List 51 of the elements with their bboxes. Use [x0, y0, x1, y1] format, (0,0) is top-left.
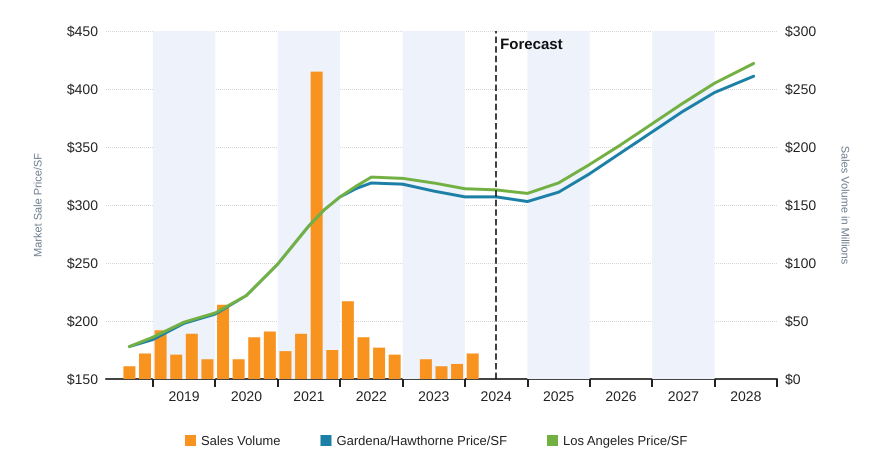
y-tick-label: $200	[66, 313, 98, 329]
y-tick-label: $450	[66, 23, 98, 39]
x-tick-label: 2024	[480, 388, 512, 404]
y2-tick-label: $150	[785, 197, 816, 213]
y-axis-title: Market Sale Price/SF	[32, 152, 44, 257]
y2-tick-label: $200	[785, 139, 816, 155]
y2-tick-label: $300	[785, 23, 816, 39]
bar	[466, 353, 479, 379]
y-tick-label: $300	[66, 197, 98, 213]
x-tick-label: 2023	[418, 388, 450, 404]
bar	[232, 359, 245, 379]
y2-tick-label: $250	[785, 81, 816, 97]
x-tick-label: 2026	[605, 388, 637, 404]
bar	[451, 364, 464, 379]
bar	[295, 334, 308, 379]
y2-tick-label: $0	[785, 371, 801, 387]
y2-axis-title: Sales Volume in Millions	[838, 146, 850, 265]
x-tick-label: 2028	[730, 388, 762, 404]
legend-label: Los Angeles Price/SF	[563, 433, 688, 448]
bar	[279, 351, 292, 379]
bar	[264, 331, 276, 379]
y2-tick-label: $50	[785, 313, 809, 329]
bar	[310, 72, 323, 379]
legend-label: Sales Volume	[200, 433, 280, 448]
legend-label: Gardena/Hawthorne Price/SF	[336, 433, 508, 448]
bar	[326, 350, 338, 379]
bar	[139, 353, 152, 379]
bar	[357, 337, 370, 379]
ref-line-label: Forecast	[500, 36, 563, 53]
bar	[388, 354, 401, 379]
bar	[201, 359, 214, 379]
y-tick-label: $350	[66, 139, 98, 155]
x-tick-label: 2022	[356, 388, 388, 404]
bar	[170, 354, 182, 379]
bar	[123, 366, 136, 379]
bar	[342, 301, 354, 379]
x-tick-label: 2025	[542, 388, 574, 404]
y-tick-label: $150	[66, 371, 98, 387]
x-tick-label: 2020	[230, 388, 262, 404]
bar	[186, 334, 198, 379]
bar	[420, 359, 432, 379]
x-tick-label: 2019	[168, 388, 200, 404]
bar	[373, 348, 386, 379]
y2-tick-label: $100	[785, 255, 816, 271]
bar	[248, 337, 260, 379]
y-tick-label: $400	[66, 81, 98, 97]
bar	[217, 304, 230, 379]
x-tick-label: 2021	[293, 388, 325, 404]
bar	[436, 366, 448, 379]
y-tick-label: $250	[66, 255, 98, 271]
x-tick-label: 2027	[668, 388, 700, 404]
